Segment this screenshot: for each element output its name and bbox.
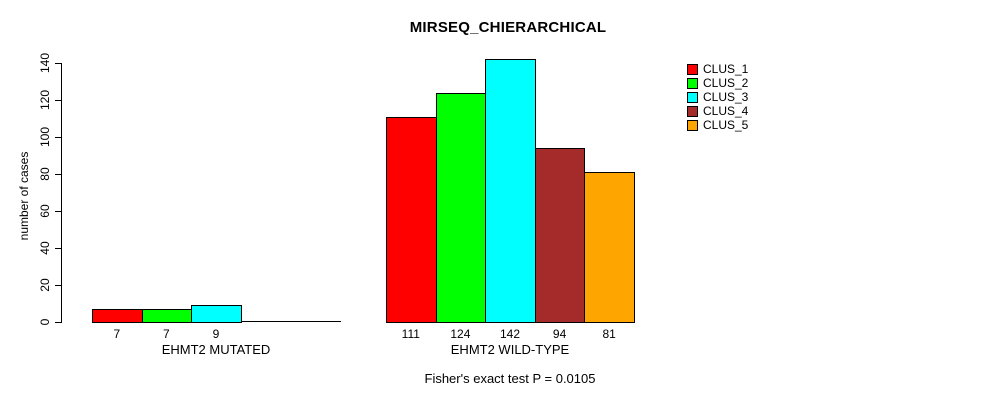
- bar-CLUS_5: [584, 172, 635, 323]
- bar-CLUS_1: [92, 309, 143, 323]
- y-axis-tick: [55, 248, 61, 249]
- bar-value-label: 7: [113, 327, 121, 341]
- y-axis-tick: [55, 211, 61, 212]
- y-axis-tick: [55, 137, 61, 138]
- y-axis-tick: [55, 285, 61, 286]
- chart-title: MIRSEQ_CHIERARCHICAL: [409, 19, 607, 36]
- bar-CLUS_5-zero: [290, 321, 341, 322]
- bar-CLUS_2: [435, 92, 487, 323]
- bar-value-label: 111: [401, 327, 420, 341]
- y-tick-label: 100: [38, 126, 52, 148]
- y-tick-label: 80: [38, 167, 52, 181]
- y-tick-label: 60: [38, 204, 52, 218]
- y-tick-label: 40: [38, 241, 52, 255]
- y-axis-line: [61, 63, 62, 323]
- bar-CLUS_4: [534, 148, 586, 323]
- bar-CLUS_3: [191, 305, 242, 323]
- x-category-label: EHMT2 WILD-TYPE: [450, 342, 570, 357]
- y-axis-tick: [55, 100, 61, 101]
- bar-value-label: 9: [212, 327, 220, 341]
- y-tick-label: 140: [38, 52, 52, 74]
- y-axis-tick: [55, 63, 61, 64]
- x-category-label: EHMT2 MUTATED: [161, 342, 271, 357]
- bar-CLUS_3: [485, 59, 536, 323]
- bar-value-label: 94: [552, 327, 567, 341]
- bar-value-label: 142: [499, 327, 520, 341]
- bar-CLUS_2: [141, 309, 193, 323]
- y-tick-label: 20: [38, 278, 52, 292]
- bar-value-label: 81: [602, 327, 616, 341]
- bar-value-label: 124: [450, 327, 471, 341]
- fisher-test-annotation: Fisher's exact test P = 0.0105: [424, 371, 596, 386]
- y-axis-tick: [55, 174, 61, 175]
- y-axis-tick: [55, 322, 61, 323]
- bar-value-label: 7: [163, 327, 170, 341]
- bar-CLUS_4-zero: [240, 321, 292, 322]
- bar-CLUS_1: [386, 116, 437, 323]
- y-tick-label: 0: [38, 318, 52, 326]
- y-tick-label: 120: [38, 89, 52, 111]
